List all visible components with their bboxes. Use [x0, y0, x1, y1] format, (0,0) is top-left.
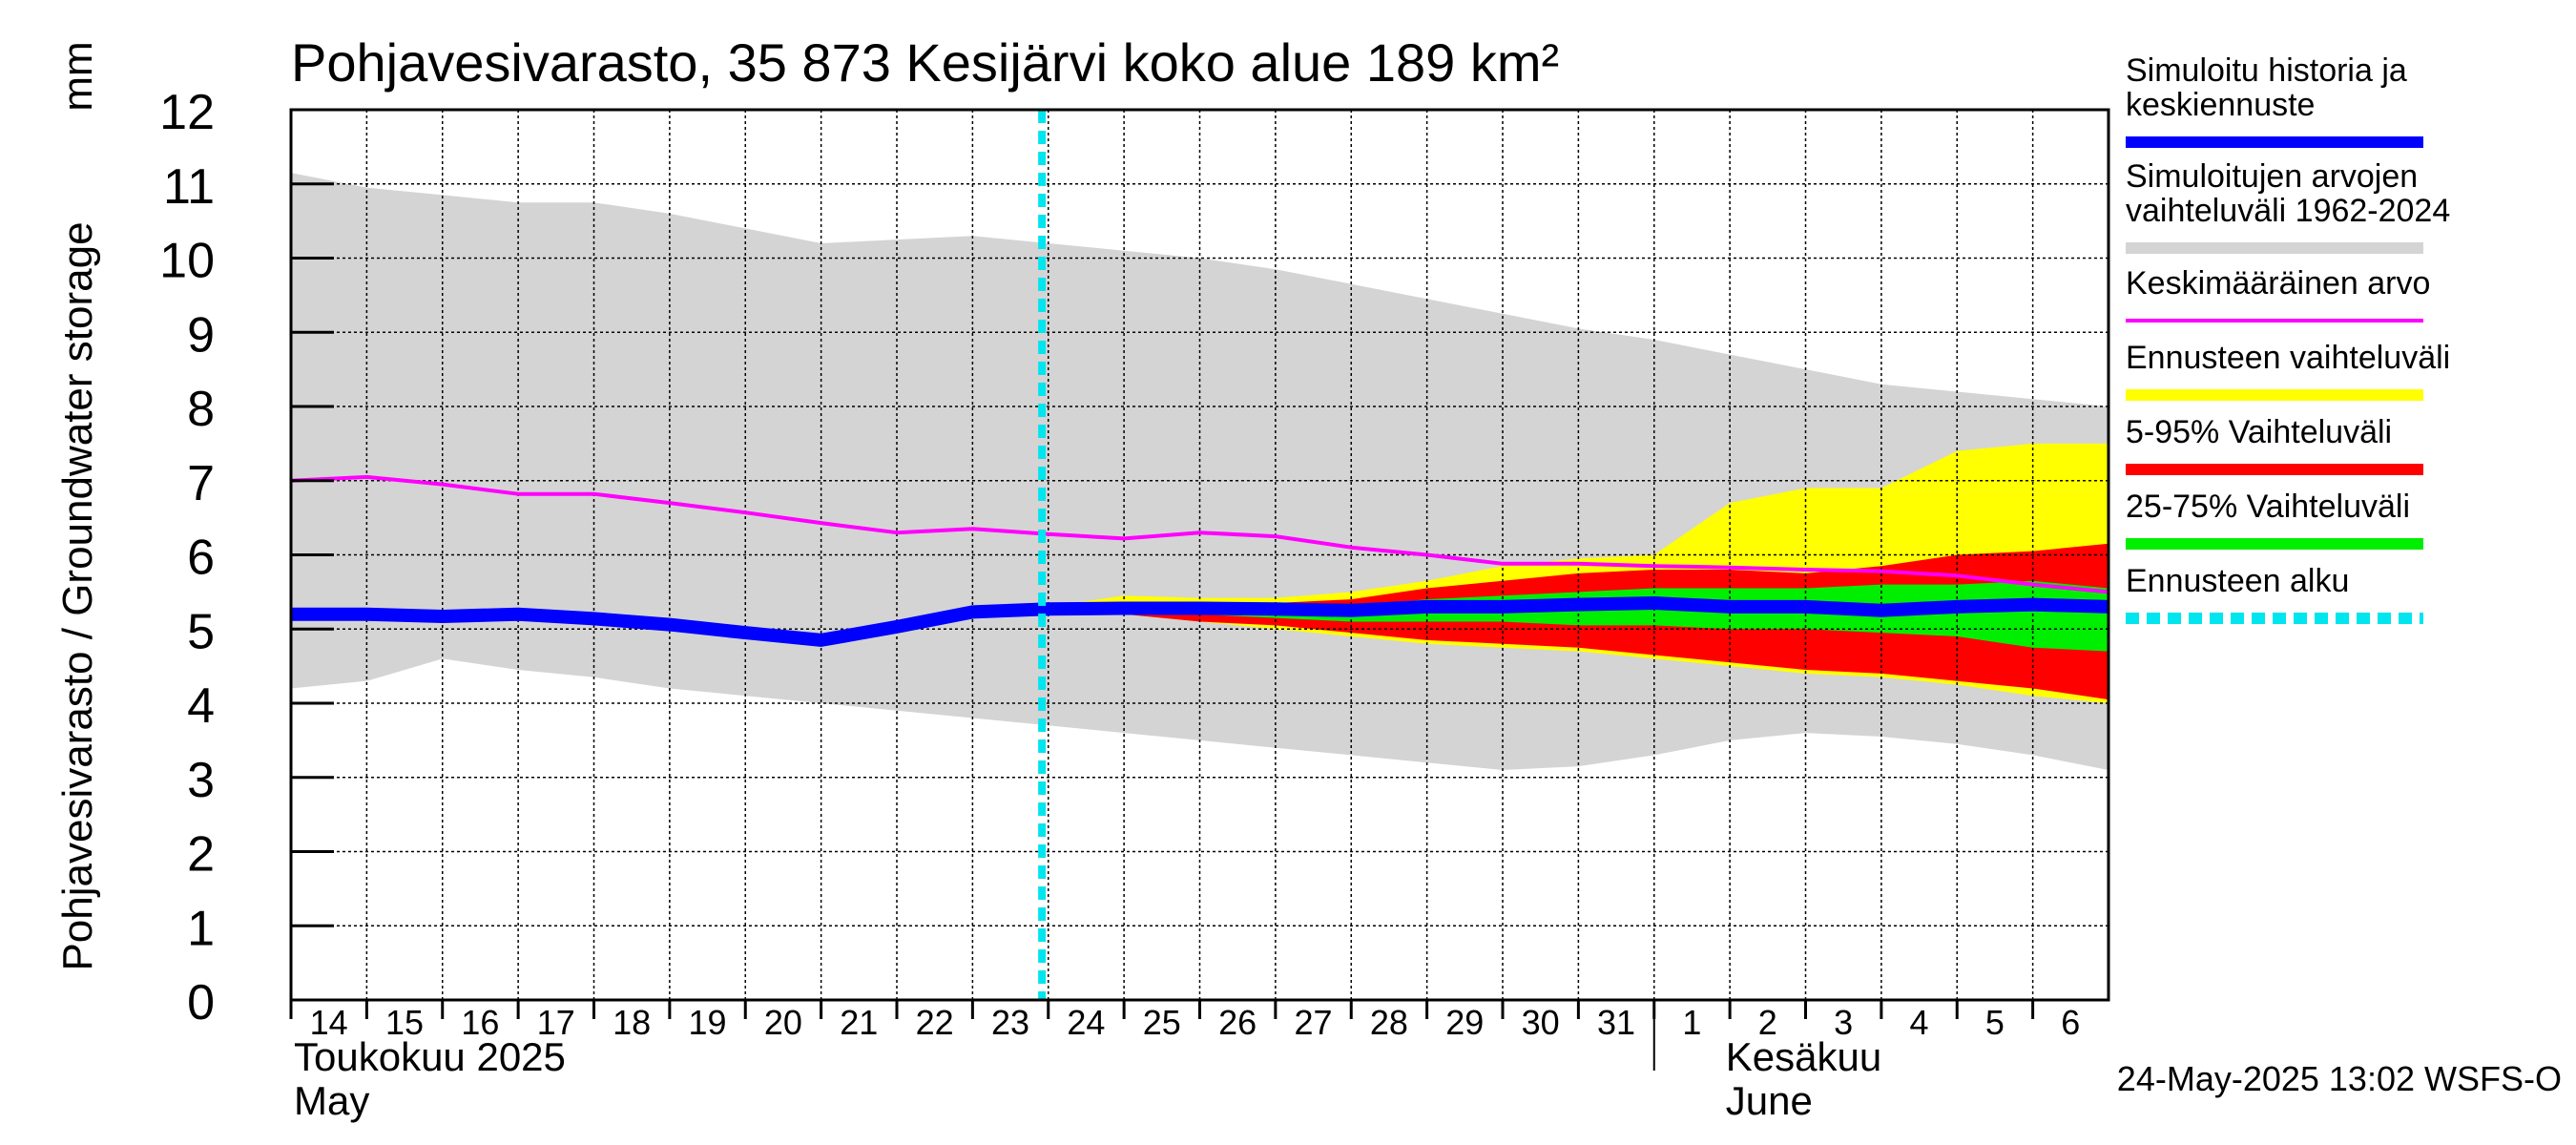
x-tick-label: 1	[1682, 1003, 1701, 1042]
x-tick-label: 2	[1758, 1003, 1777, 1042]
y-tick-label: 4	[187, 678, 215, 734]
y-tick-label: 2	[187, 827, 215, 883]
y-tick-label: 6	[187, 531, 215, 586]
x-tick-label: 19	[689, 1003, 727, 1042]
legend-label: Simuloitu historia ja	[2126, 52, 2407, 89]
x-tick-label: 5	[1985, 1003, 2005, 1042]
x-tick-label: 23	[991, 1003, 1029, 1042]
x-tick-label: 18	[613, 1003, 651, 1042]
footer-timestamp: 24-May-2025 13:02 WSFS-O	[2117, 1059, 2562, 1098]
month-label-june-en: June	[1726, 1078, 1813, 1123]
chart-title: Pohjavesivarasto, 35 873 Kesijärvi koko …	[291, 32, 1559, 93]
legend-label: 5-95% Vaihteluväli	[2126, 414, 2392, 450]
legend-label: 25-75% Vaihteluväli	[2126, 489, 2410, 525]
x-tick-label: 30	[1522, 1003, 1560, 1042]
y-tick-label: 10	[159, 234, 215, 289]
x-tick-label: 31	[1597, 1003, 1635, 1042]
x-tick-label: 16	[461, 1003, 499, 1042]
x-tick-label: 25	[1143, 1003, 1181, 1042]
x-tick-label: 17	[537, 1003, 575, 1042]
y-tick-label: 9	[187, 307, 215, 363]
month-label-may-fi: Toukokuu 2025	[294, 1034, 566, 1079]
y-tick-label: 5	[187, 604, 215, 659]
legend-label: Keskimääräinen arvo	[2126, 265, 2430, 302]
x-tick-label: 14	[310, 1003, 348, 1042]
x-tick-label: 15	[385, 1003, 424, 1042]
legend-label: vaihteluväli 1962-2024	[2126, 193, 2450, 229]
legend-label: keskiennuste	[2126, 87, 2315, 123]
x-tick-label: 6	[2061, 1003, 2080, 1042]
series-line-keskim-r-inen-arvo	[290, 474, 2109, 594]
legend-label: Ennusteen alku	[2126, 563, 2349, 599]
x-tick-label: 27	[1295, 1003, 1333, 1042]
y-tick-label: 8	[187, 382, 215, 437]
y-tick-label: 0	[187, 975, 215, 1030]
y-tick-label: 11	[163, 159, 215, 215]
x-tick-label: 26	[1218, 1003, 1257, 1042]
month-label-june-fi: Kesäkuu	[1726, 1034, 1881, 1079]
y-tick-label: 3	[187, 753, 215, 808]
legend-label: Simuloitujen arvojen	[2126, 158, 2418, 195]
x-tick-label: 29	[1445, 1003, 1484, 1042]
y-axis-label: Pohjavesivarasto / Groundwater storage	[54, 221, 101, 970]
x-tick-label: 24	[1067, 1003, 1105, 1042]
y-axis-unit: mm	[54, 41, 101, 111]
x-tick-label: 20	[764, 1003, 802, 1042]
x-tick-label: 3	[1834, 1003, 1853, 1042]
x-tick-label: 22	[916, 1003, 954, 1042]
y-tick-label: 7	[187, 456, 215, 511]
x-tick-label: 4	[1910, 1003, 1929, 1042]
y-tick-label: 1	[187, 901, 215, 956]
legend-label: Ennusteen vaihteluväli	[2126, 340, 2450, 376]
x-tick-label: 21	[840, 1003, 878, 1042]
y-tick-label: 12	[159, 85, 215, 140]
x-tick-label: 28	[1370, 1003, 1408, 1042]
series-line-simuloitu-historia-ja-keskiennuste	[291, 596, 2109, 647]
month-label-may-en: May	[294, 1078, 369, 1123]
